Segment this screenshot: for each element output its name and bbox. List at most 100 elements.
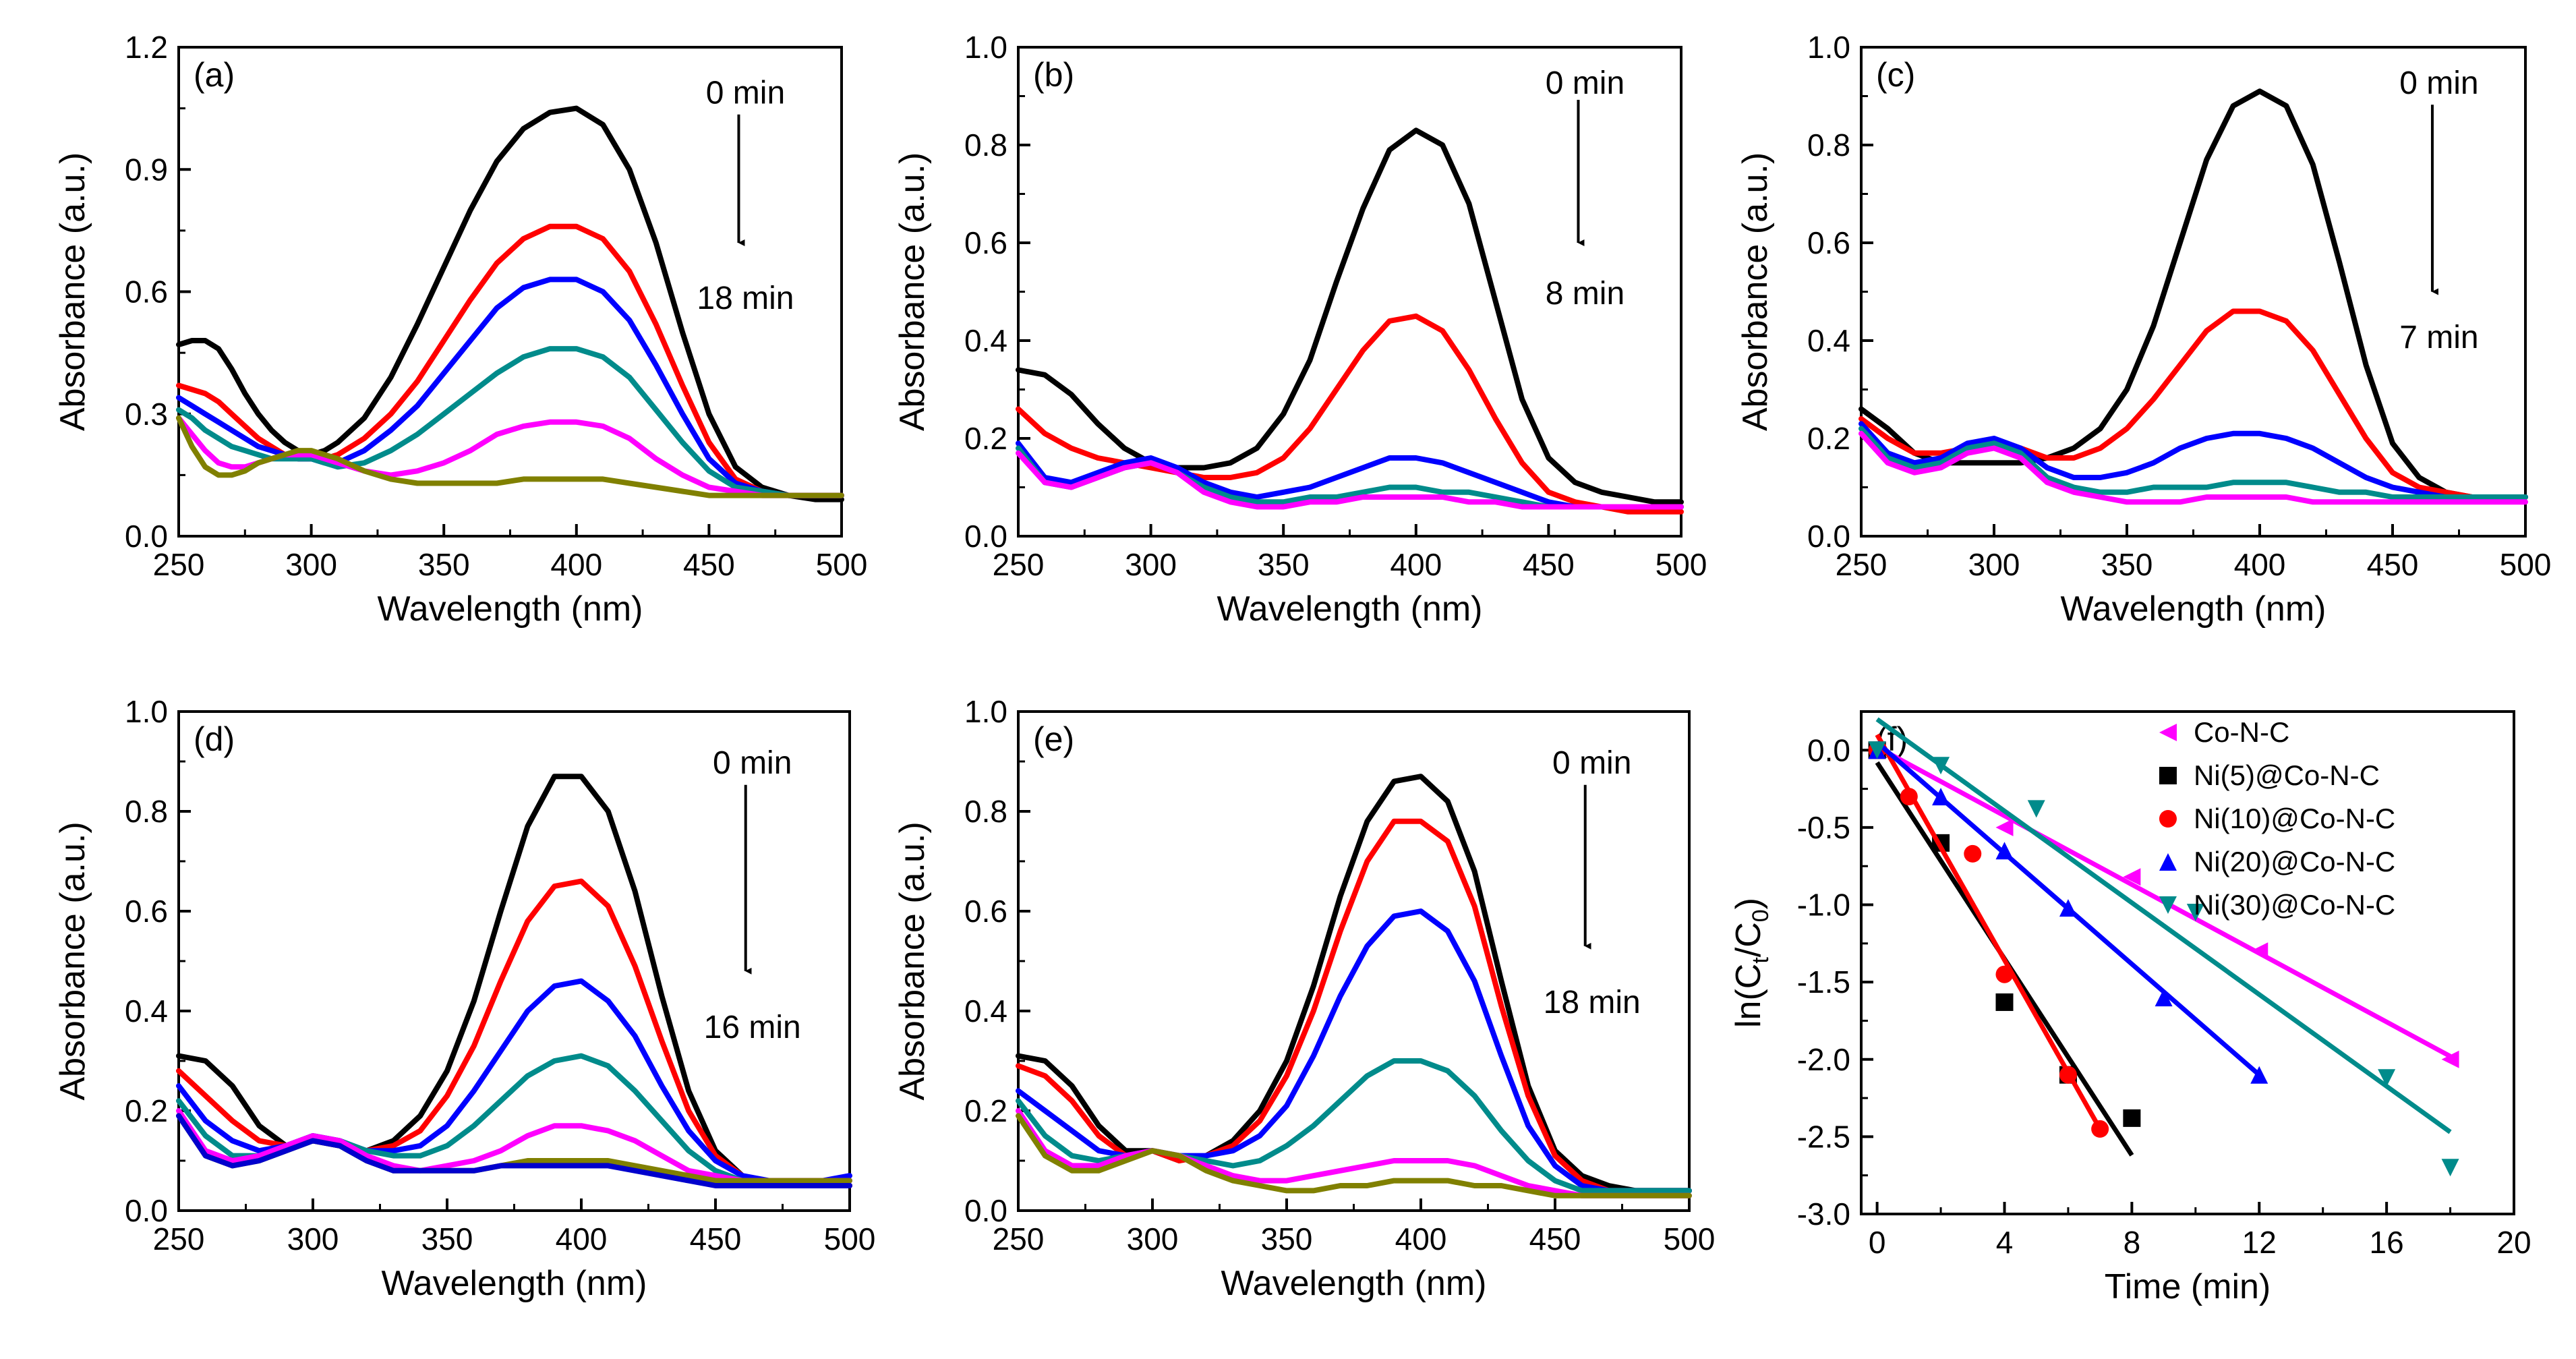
data-point [2159,853,2177,871]
spectrum-line [176,1108,852,1184]
x-tick-label: 350 [418,547,470,582]
y-tick-label: 0.0 [1807,519,1850,554]
x-tick-label: 450 [2367,547,2419,582]
y-tick-label: 0.6 [964,894,1007,929]
data-point [2091,1120,2109,1138]
x-tick-label: 300 [1125,547,1177,582]
y-tick-label: 0.0 [964,1193,1007,1228]
data-point [2250,942,2268,960]
panel-d: 250 300 350 400 450 500 0.0 0.2 0.4 0.6 0.8 1.0 Wave… [53,694,875,1303]
data-point [1995,842,2014,860]
y-tick-label: 0.2 [964,421,1007,456]
annotation-start-time: 0 min [2399,65,2478,101]
y-tick-label: 0.4 [964,993,1007,1029]
legend-entry: Ni(10)@Co-N-C [2194,803,2395,834]
y-axis-label-part: ln(C [1729,964,1768,1028]
panel-letter: (b) [1033,56,1074,94]
spectrum-line [176,415,844,498]
data-point [2059,1066,2077,1084]
y-axis-label-subscript: 0 [1748,909,1774,922]
legend-entry: Co-N-C [2194,716,2289,748]
y-tick-label: 1.0 [125,694,168,729]
y-tick-label: -2.0 [1797,1042,1850,1077]
y-axis-label: Absorbance (a.u.) [1736,152,1775,431]
spectrum-line [176,277,844,498]
data-point [2441,1050,2459,1068]
x-tick-label: 350 [1258,547,1310,582]
y-tick-label: 0.6 [125,274,168,310]
fit-line [1875,717,2452,1134]
y-tick-label: 1.0 [1807,30,1850,65]
y-axis-label: Absorbance (a.u.) [53,821,92,1100]
x-axis-label: Time (min) [2105,1267,2271,1306]
data-point [1995,818,2014,836]
axes-frame [177,710,851,1212]
y-tick-label: 0.6 [964,225,1007,260]
y-tick-label: 0.4 [125,993,168,1029]
x-tick-label: 300 [1968,547,2020,582]
panel-c: 250 300 350 400 450 500 0.0 0.2 0.4 0.6 0.8 1.0 Wave… [1736,30,2551,629]
x-tick-label: 300 [287,1221,339,1256]
spectrum-line [1016,1058,1692,1194]
data-point [2027,800,2045,818]
x-tick-label: 0 [1869,1225,1886,1260]
x-tick-label: 500 [1664,1221,1716,1256]
panel-f: 0 4 8 12 16 20 0.0 -0.5 -1.0 -1.5 -2.0 -2.5 -3.0 Time… [1729,710,2531,1306]
x-tick-label: 4 [1996,1225,2014,1260]
spectrum-line [1016,774,1692,1194]
x-tick-label: 450 [690,1221,742,1256]
x-tick-label: 300 [1127,1221,1179,1256]
x-tick-label: 16 [2370,1225,2404,1260]
spectrum-line [1858,426,2528,500]
y-axis-label: Absorbance (a.u.) [893,821,932,1100]
x-tick-label: 12 [2242,1225,2277,1260]
data-point [1964,844,1982,863]
spectrum-line [1858,430,2528,505]
x-tick-label: 400 [550,547,602,582]
data-point [2186,904,2204,921]
data-point [1995,965,2014,983]
y-axis-label-part: /C [1729,922,1768,957]
x-tick-label: 450 [1523,547,1575,582]
panel-b: 250 300 350 400 450 500 0.0 0.2 0.4 0.6 0.8 1.0 Wave… [893,30,1707,629]
y-tick-label: 0.2 [1807,421,1850,456]
x-tick-label: 300 [285,547,337,582]
spectrum-line [1858,88,2528,500]
y-tick-label: 0.6 [1807,225,1850,260]
data-point [2250,1066,2268,1084]
panel-letter: (a) [194,56,235,94]
legend-entry: Ni(5)@Co-N-C [2194,759,2380,791]
y-tick-label: 1.0 [964,694,1007,729]
y-axis-label: Absorbance (a.u.) [53,152,92,431]
panel-letter: (c) [1876,56,1915,94]
annotation-start-time: 0 min [706,76,785,111]
y-tick-label: 0.2 [964,1093,1007,1128]
data-point [2123,868,2141,886]
x-tick-label: 250 [153,1221,205,1256]
y-tick-label: 1.2 [125,30,168,65]
y-tick-label: -3.0 [1797,1196,1850,1232]
x-tick-label: 500 [2500,547,2552,582]
x-tick-label: 250 [993,547,1045,582]
panel-letter: (d) [194,720,235,758]
spectrum-line [176,105,844,502]
y-tick-label: 0.8 [964,794,1007,829]
spectrum-line [176,774,852,1188]
spectrum-line [176,223,844,498]
y-tick-label: 0.8 [125,794,168,829]
x-tick-label: 450 [683,547,735,582]
panel-e: 250 300 350 400 450 500 0.0 0.2 0.4 0.6 0.8 1.0 Wave… [893,694,1715,1303]
data-point [1995,993,2014,1011]
x-tick-label: 400 [556,1221,608,1256]
axes-frame [1017,710,1691,1212]
data-point [2159,810,2177,828]
annotation-end-time: 18 min [1544,985,1641,1020]
y-tick-label: 0.0 [125,1193,168,1228]
spectrum-line [1016,127,1684,505]
data-point [2155,989,2173,1007]
y-tick-label: 0.6 [125,894,168,929]
x-axis-label: Wavelength (nm) [378,589,643,629]
x-axis-label: Wavelength (nm) [1217,589,1483,629]
y-axis-label: ln(Ct/C0) [1729,898,1774,1028]
